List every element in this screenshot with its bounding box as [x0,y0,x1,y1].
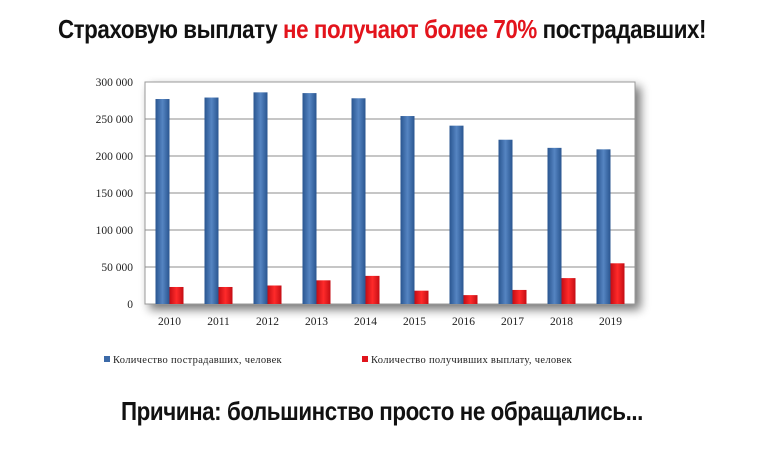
legend: Количество пострадавших, человек Количест… [104,355,573,366]
x-tick-label: 2011 [207,316,230,328]
legend-label: Количество пострадавших, человек [113,355,283,366]
bar-paid [512,289,527,304]
legend-swatch [104,356,110,362]
title-highlight: не получают более 70% [283,14,537,44]
bar-injured [596,149,611,304]
y-tick-label: 250 000 [96,114,134,126]
bar-paid [218,286,233,304]
bars [155,92,625,305]
x-tick-label: 2013 [305,316,328,328]
title-part-3: пострадавших! [536,14,707,44]
x-tick-label: 2017 [501,316,524,328]
bar-injured [351,98,366,304]
bar-injured [498,139,513,304]
legend-swatch [362,356,368,362]
x-tick-label: 2016 [452,316,475,328]
y-tick-label: 300 000 [96,77,134,89]
x-tick-label: 2010 [158,316,181,328]
bar-paid [463,295,478,304]
bar-injured [449,125,464,304]
bar-injured [155,99,170,305]
x-tick-label: 2018 [550,316,573,328]
footer-caption: Причина: большинство просто не обращалис… [121,396,643,426]
bar-paid [610,263,625,304]
y-tick-label: 50 000 [101,262,133,274]
x-tick-label: 2019 [599,316,622,328]
x-axis-labels: 2010 2011 2012 2013 2014 2015 2016 2017 2018 2019 [158,316,622,328]
y-axis-labels: 0 50 000 100 000 150 000 200 000 250 000 300 0… [96,77,134,311]
bar-paid [365,275,380,304]
y-tick-label: 200 000 [96,151,134,163]
legend-label: Количество получивших выплату, человек [371,355,573,366]
x-tick-label: 2014 [354,316,377,328]
bar-paid [561,278,576,304]
y-tick-label: 0 [127,299,133,311]
bar-paid [316,280,331,304]
title-part-1: Страховую выплату [57,14,284,44]
y-tick-label: 100 000 [96,225,134,237]
x-tick-label: 2012 [256,316,279,328]
bar-injured [400,116,415,304]
bar-injured [204,97,219,304]
y-tick-label: 150 000 [96,188,134,200]
bar-injured [302,93,317,304]
bar-paid [414,290,429,304]
bar-injured [253,92,268,304]
bar-paid [169,286,184,304]
x-tick-label: 2015 [403,316,426,328]
bar-injured [547,147,562,304]
page-title: Страховую выплату не получают более 70% … [53,14,710,45]
bar-paid [267,285,282,304]
